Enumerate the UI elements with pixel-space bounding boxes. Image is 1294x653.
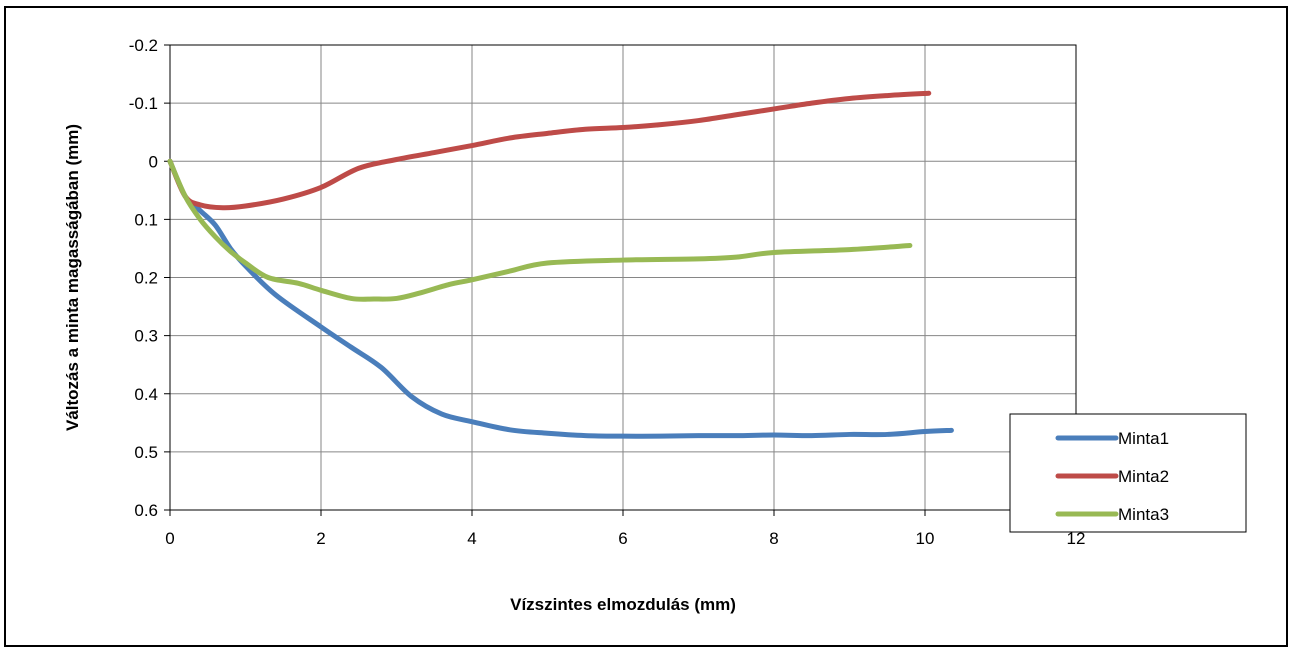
- x-tick-label: 12: [1067, 529, 1086, 548]
- x-tick-label: 0: [165, 529, 174, 548]
- y-tick-label: -0.2: [129, 36, 158, 55]
- y-tick-label: 0.3: [134, 327, 158, 346]
- line-chart: -0.2 -0.1 0 0.1 0.2 0.3 0.4 0.5 0.6 0 2 4 6 8 10 12 Ví…: [63, 36, 1247, 614]
- series-line-minta3: [167, 158, 913, 302]
- legend-label-minta3: Minta3: [1118, 505, 1169, 524]
- legend-label-minta2: Minta2: [1118, 467, 1169, 486]
- series-lines: [167, 90, 954, 439]
- legend-box: [1009, 413, 1247, 533]
- legend: Minta1 Minta2 Minta3: [1009, 413, 1247, 533]
- y-tick-label: 0.5: [134, 443, 158, 462]
- chart-frame: -0.2 -0.1 0 0.1 0.2 0.3 0.4 0.5 0.6 0 2 4 6 8 10 12 Ví…: [4, 6, 1288, 647]
- y-tick-label: 0.6: [134, 501, 158, 520]
- series-line-minta2: [167, 90, 932, 211]
- x-tick-label: 4: [467, 529, 476, 548]
- x-tick-label: 2: [316, 529, 325, 548]
- series-line-minta1: [167, 158, 954, 439]
- y-tick-label: 0: [149, 152, 158, 171]
- y-axis-title: Változás a minta magasságában (mm): [63, 124, 82, 431]
- legend-label-minta1: Minta1: [1118, 429, 1169, 448]
- y-tick-label: 0.4: [134, 385, 158, 404]
- gridlines: [169, 44, 1077, 511]
- x-tick-label: 10: [916, 529, 935, 548]
- y-tick-label: -0.1: [129, 94, 158, 113]
- y-tick-label: 0.2: [134, 269, 158, 288]
- x-axis-title: Vízszintes elmozdulás (mm): [510, 595, 736, 614]
- x-tick-label: 8: [769, 529, 778, 548]
- y-tick-label: 0.1: [134, 210, 158, 229]
- x-axis-ticks: 0 2 4 6 8 10 12: [165, 510, 1085, 548]
- x-tick-label: 6: [618, 529, 627, 548]
- y-axis-ticks: -0.2 -0.1 0 0.1 0.2 0.3 0.4 0.5 0.6: [129, 36, 170, 520]
